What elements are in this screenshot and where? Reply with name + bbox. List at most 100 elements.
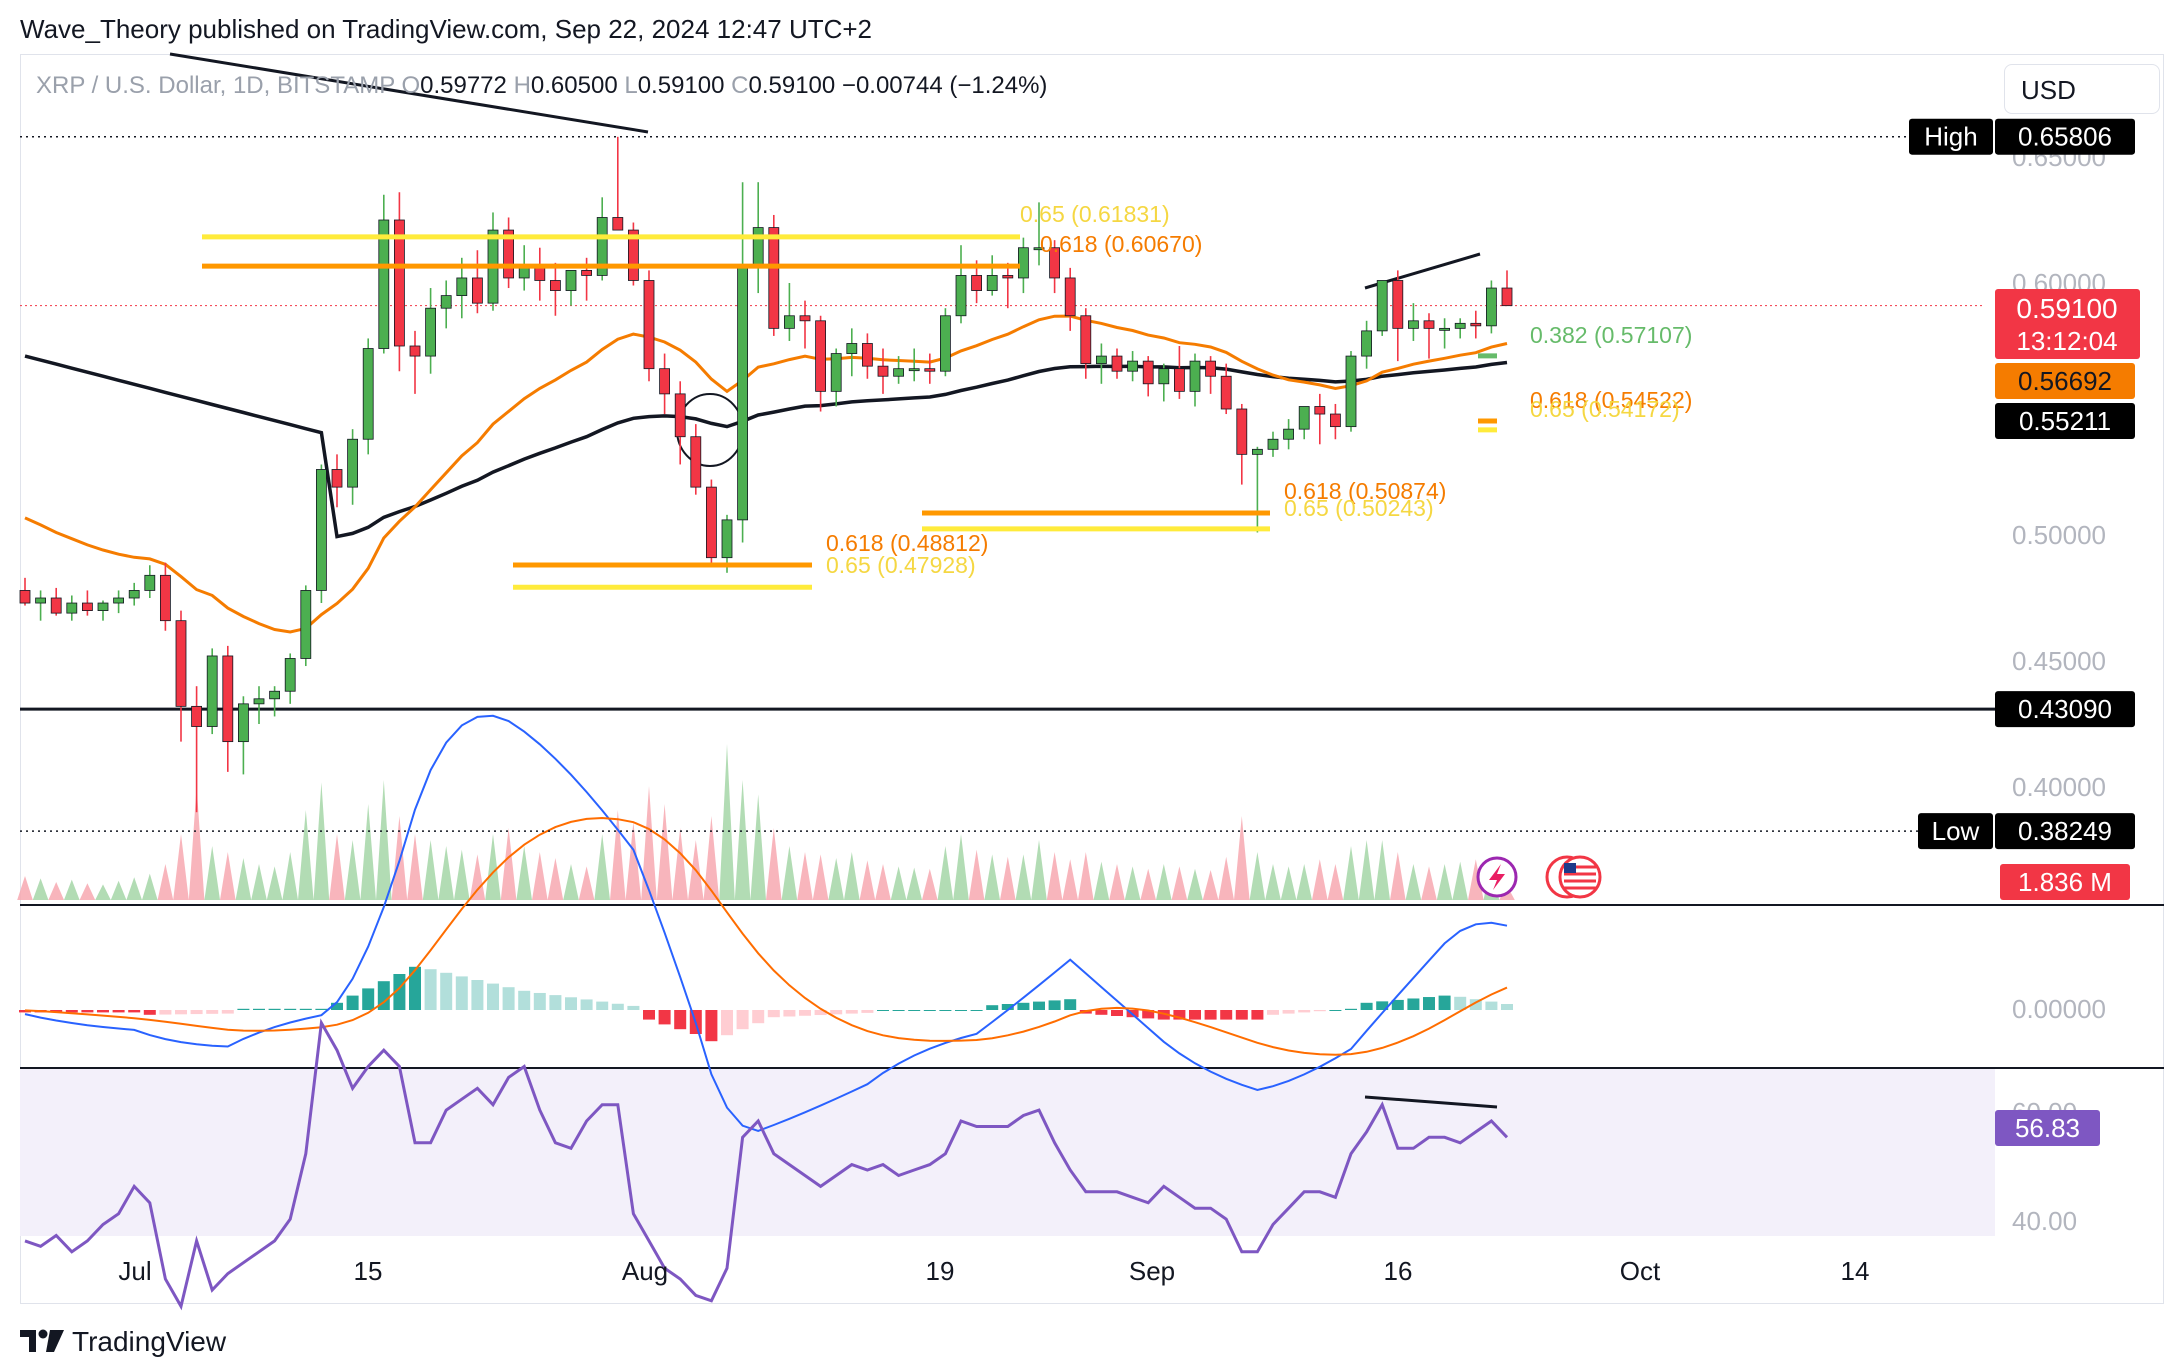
- macd-bar: [923, 1010, 936, 1011]
- candle: [50, 587, 62, 616]
- macd-bar: [237, 1008, 250, 1010]
- candle: [955, 245, 967, 324]
- candle: [175, 610, 187, 742]
- candle: [940, 308, 951, 377]
- candle-body: [550, 280, 561, 291]
- candle-body: [1127, 360, 1138, 372]
- open-label: O: [401, 72, 421, 99]
- macd-bar: [814, 1010, 827, 1016]
- macd-bar: [1204, 1010, 1217, 1020]
- time-tick-label: Jul: [118, 1256, 151, 1286]
- macd-bar: [1064, 999, 1077, 1010]
- time-axis[interactable]: Jul 15 Aug 19 Sep 16 Oct 14: [118, 1256, 1869, 1286]
- candle-body: [1111, 355, 1123, 372]
- rsi-value-tag: 56.83: [1995, 1110, 2100, 1146]
- candle-body: [1267, 438, 1279, 450]
- candle: [1080, 308, 1092, 379]
- high-value: 0.60500: [530, 72, 618, 99]
- candle: [862, 333, 873, 379]
- candle: [440, 280, 452, 329]
- macd-bar: [1313, 1010, 1326, 1012]
- high-value-tag-text: 0.65806: [2018, 122, 2112, 152]
- rsi-background: [20, 1068, 1995, 1236]
- macd-bar: [1298, 1010, 1311, 1013]
- candle: [1267, 431, 1279, 457]
- candle-body: [315, 469, 327, 591]
- candle-body: [752, 227, 764, 266]
- candle: [846, 328, 858, 377]
- candle: [1454, 318, 1466, 339]
- macd-bar: [955, 1010, 967, 1011]
- lightning-icon[interactable]: [1476, 856, 1518, 898]
- candle-body: [1408, 320, 1419, 329]
- candle: [674, 381, 686, 465]
- candle: [331, 454, 343, 508]
- macd-bar: [331, 1002, 343, 1010]
- price-tick-label: 0.50000: [2012, 520, 2106, 550]
- high-value-tag-box: [1995, 118, 2135, 155]
- top-bar: Wave_Theory published on TradingView.com…: [0, 0, 2184, 50]
- candle-body: [1220, 375, 1232, 410]
- candle: [893, 356, 904, 384]
- ema-tag-box: [1995, 363, 2135, 399]
- candle: [82, 590, 93, 616]
- macd-bar: [580, 999, 593, 1010]
- macd-bar: [1111, 1010, 1123, 1016]
- candle-body: [1470, 322, 1482, 327]
- candle-body: [331, 469, 343, 488]
- macd-bar: [362, 988, 375, 1010]
- candles-layer[interactable]: [19, 136, 1513, 813]
- macd-bar: [1501, 1004, 1513, 1010]
- candle-body: [1142, 360, 1154, 385]
- volume-down-area: [17, 786, 1515, 900]
- candle-body: [893, 368, 904, 377]
- macd-bar: [424, 969, 437, 1010]
- macd-bar: [861, 1010, 874, 1013]
- candle-body: [659, 368, 670, 395]
- macd-bar: [611, 1003, 624, 1010]
- candle-body: [456, 277, 468, 296]
- candle: [315, 464, 327, 604]
- support-tag-box: [1995, 691, 2135, 728]
- price-tick-label: 0.40000: [2012, 772, 2106, 802]
- currency-selector[interactable]: USD: [2004, 64, 2160, 114]
- candle-body: [784, 315, 795, 329]
- macd-bar: [1235, 1010, 1248, 1020]
- candle-body: [877, 365, 889, 377]
- candle: [1408, 303, 1419, 341]
- high-value-tag: 0.65806: [1995, 118, 2135, 155]
- macd-bar: [440, 972, 453, 1010]
- volume-tag-text: 1.836 M: [2018, 867, 2112, 897]
- macd-bar: [1033, 1001, 1045, 1010]
- candle-body: [674, 393, 686, 438]
- macd-bar: [1157, 1010, 1170, 1020]
- high-label: H: [513, 72, 531, 99]
- candle-body: [1158, 368, 1170, 385]
- macd-bar: [549, 995, 562, 1010]
- macd-bar: [1017, 1002, 1030, 1010]
- candle-body: [908, 368, 920, 372]
- ma200-line: [24, 354, 1508, 539]
- candle-body: [768, 227, 780, 329]
- macd-bar: [315, 1008, 328, 1010]
- fib-label: 0.65 (0.47928): [826, 552, 976, 578]
- candle-body: [1049, 247, 1060, 279]
- us-flag-icon[interactable]: [1545, 855, 1602, 899]
- macd-bar: [830, 1010, 843, 1015]
- candle-body: [830, 353, 842, 392]
- high-label-tag-box: [1909, 118, 1993, 155]
- macd-bar: [705, 1010, 718, 1042]
- candle-body: [1423, 320, 1435, 329]
- candle: [1127, 351, 1138, 382]
- rsi-value-tag-box: [1995, 1110, 2100, 1146]
- change-value: −0.00744 (−1.24%): [841, 72, 1048, 99]
- macd-bar: [1345, 1008, 1357, 1010]
- candle-body: [113, 597, 124, 604]
- macd-bar: [1391, 999, 1404, 1010]
- candle-body: [222, 655, 234, 743]
- candle: [113, 590, 124, 614]
- macd-bar: [143, 1010, 156, 1015]
- indicator-icons[interactable]: [1476, 855, 1602, 899]
